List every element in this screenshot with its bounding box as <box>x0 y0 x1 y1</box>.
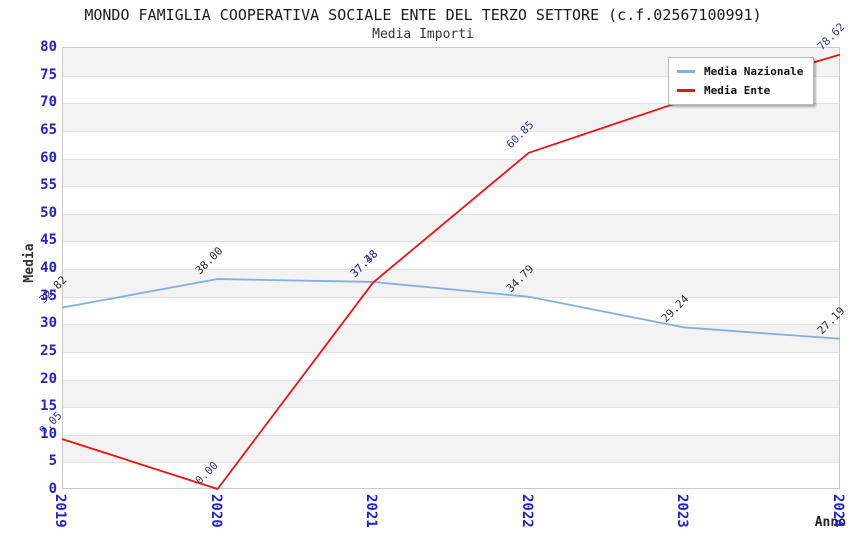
plot-area <box>62 47 840 489</box>
grid-band <box>63 296 839 325</box>
grid-band <box>63 379 839 408</box>
y-tick-label: 25 <box>40 342 57 359</box>
legend-label-media-ente: Media Ente <box>704 84 771 97</box>
grid-band <box>63 351 839 380</box>
grid-band <box>63 213 839 242</box>
x-tick-label: 2019 <box>52 494 68 528</box>
grid-band <box>63 130 839 159</box>
y-tick-label: 55 <box>40 177 57 194</box>
legend: Media Nazionale Media Ente <box>668 57 814 105</box>
x-tick-label: 2024 <box>830 494 846 528</box>
gridline <box>63 434 839 436</box>
y-tick-label: 80 <box>40 39 57 55</box>
chart-title: MONDO FAMIGLIA COOPERATIVA SOCIALE ENTE … <box>84 6 762 24</box>
legend-label-media-nazionale: Media Nazionale <box>704 65 804 78</box>
y-tick-label: 45 <box>40 232 57 249</box>
gridline <box>63 379 839 381</box>
gridline <box>63 158 839 160</box>
grid-band <box>63 434 839 463</box>
grid-band <box>63 158 839 187</box>
grid-band <box>63 103 839 131</box>
gridline <box>63 186 839 188</box>
y-tick-label: 0 <box>48 481 57 497</box>
legend-row-media-nazionale: Media Nazionale <box>677 62 805 81</box>
y-tick-label: 50 <box>40 204 57 221</box>
y-tick-label: 15 <box>40 398 57 415</box>
y-tick-label: 35 <box>40 287 57 304</box>
x-tick-label: 2021 <box>363 494 380 528</box>
gridline <box>63 213 839 215</box>
y-tick-label: 40 <box>40 260 57 276</box>
y-tick-label: 5 <box>48 453 57 470</box>
y-tick-label: 60 <box>40 149 57 166</box>
x-tick-label: 2022 <box>518 494 535 528</box>
gridline <box>63 241 839 243</box>
media-ente-line-swatch <box>677 89 695 92</box>
grid-band <box>63 186 839 214</box>
x-axis-label: Anno <box>814 515 846 530</box>
grid-band <box>63 241 839 269</box>
grid-band <box>63 269 839 297</box>
gridline <box>63 324 839 326</box>
y-tick-label: 10 <box>40 425 57 442</box>
grid-band <box>63 462 839 488</box>
legend-row-media-ente: Media Ente <box>677 81 805 100</box>
media-nazionale-line-swatch <box>677 70 695 73</box>
gridline <box>63 407 839 409</box>
gridline <box>63 296 839 298</box>
grid-band <box>63 324 839 352</box>
y-tick-label: 70 <box>40 94 57 111</box>
chart-subtitle: Media Importi <box>372 27 474 42</box>
gridline <box>63 462 839 464</box>
x-tick-label: 2020 <box>207 494 224 528</box>
gridline <box>63 130 839 132</box>
y-tick-label: 65 <box>40 121 57 138</box>
y-tick-label: 30 <box>40 315 57 332</box>
gridline <box>63 351 839 353</box>
y-tick-label: 75 <box>40 66 57 83</box>
grid-band <box>63 407 839 435</box>
x-tick-label: 2023 <box>674 494 691 528</box>
y-tick-label: 20 <box>40 370 57 387</box>
gridline <box>63 269 839 270</box>
